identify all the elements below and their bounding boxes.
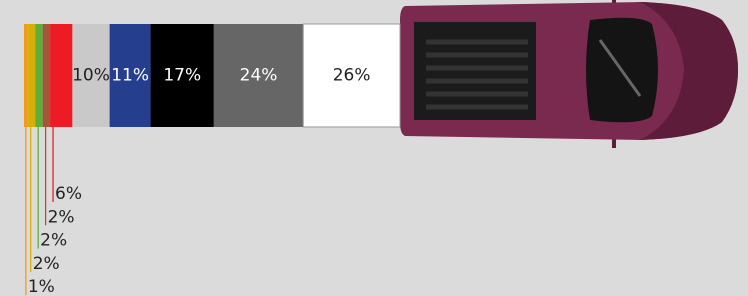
bar-segment bbox=[24, 24, 28, 127]
data-label: 2% bbox=[48, 207, 75, 227]
data-label: 6% bbox=[55, 184, 82, 204]
data-label: 26% bbox=[333, 66, 371, 86]
bar-segment bbox=[50, 24, 72, 127]
data-label: 24% bbox=[240, 66, 278, 86]
data-label: 2% bbox=[40, 231, 67, 251]
data-label: 10% bbox=[72, 66, 110, 86]
data-label: 2% bbox=[33, 254, 60, 274]
pickup-truck bbox=[400, 0, 738, 148]
bar-segment bbox=[43, 24, 50, 127]
data-label: 1% bbox=[28, 277, 55, 296]
bar-segment bbox=[28, 24, 35, 127]
page: 10%11%17%24%26%6%2%2%2%1% (() => { const… bbox=[0, 0, 748, 296]
chart: 10%11% 17% 24% 26% 6% 2% 2% 2% 1% bbox=[0, 0, 748, 296]
data-label: 11% bbox=[111, 66, 149, 86]
bar-segment bbox=[35, 24, 42, 127]
data-label: 17% bbox=[163, 66, 201, 86]
